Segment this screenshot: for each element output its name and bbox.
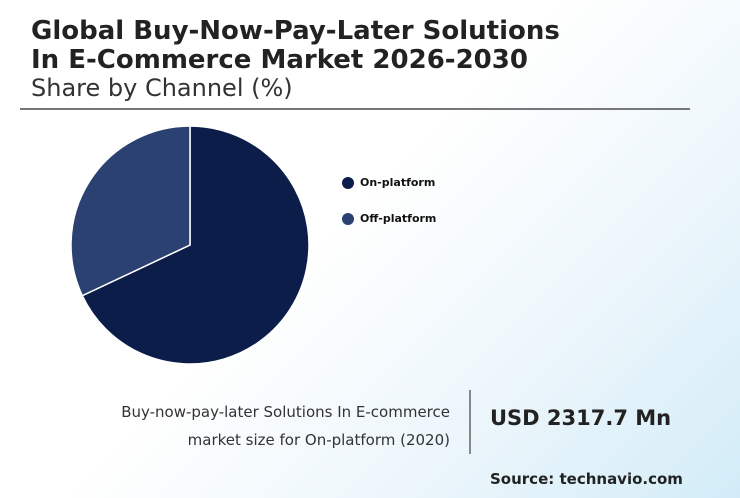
description: Buy-now-pay-later Solutions In E-commerc… xyxy=(121,403,450,449)
source: Source: technavio.com xyxy=(490,470,683,488)
chart-subtitle: Share by Channel (%) xyxy=(31,74,293,102)
market-value: USD 2317.7 Mn xyxy=(490,406,672,430)
chart-title: In E-Commerce Market 2026-2030 xyxy=(31,45,528,75)
divider xyxy=(20,108,690,110)
divider xyxy=(469,390,471,454)
legend-label: On-platform xyxy=(360,176,435,189)
legend-swatch xyxy=(342,213,354,225)
pie-slice xyxy=(70,125,191,297)
chart-title: Global Buy-Now-Pay-Later Solutions xyxy=(31,16,560,46)
legend-swatch xyxy=(342,177,354,189)
legend-label: Off-platform xyxy=(360,212,436,225)
pie-slice xyxy=(81,125,310,365)
